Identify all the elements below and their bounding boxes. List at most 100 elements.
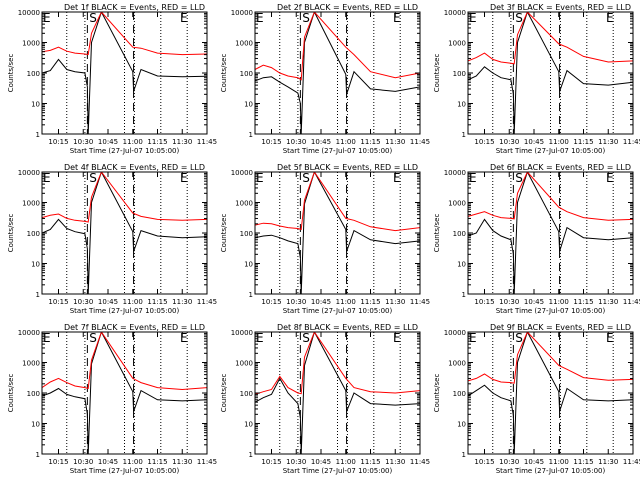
y-tick-label: 100 — [27, 230, 40, 238]
x-tick-label: 10:45 — [98, 458, 118, 466]
segment-marker-letter: E — [606, 331, 614, 345]
x-tick-label: 11:15 — [360, 458, 380, 466]
series-line-lld — [255, 332, 420, 395]
x-tick-label: 10:15 — [48, 458, 68, 466]
series-line-events — [255, 172, 420, 294]
x-tick-label: 11:45 — [410, 138, 430, 146]
segment-marker-letter: E — [256, 331, 264, 345]
series-line-lld — [468, 12, 633, 65]
series-line-events — [255, 332, 420, 454]
x-tick-label: 10:45 — [98, 298, 118, 306]
x-axis-label: Start Time (27-Jul-07 10:05:00) — [283, 467, 393, 475]
x-tick-label: 11:45 — [623, 298, 640, 306]
segment-marker-letter: S — [89, 171, 97, 185]
y-tick-label: 10 — [31, 101, 40, 109]
x-tick-label: 11:15 — [147, 138, 167, 146]
chart-title: Det 3f BLACK = Events, RED = LLD — [490, 3, 631, 12]
y-tick-label: 1000 — [22, 40, 40, 48]
segment-marker-letter: E — [393, 11, 401, 25]
segment-marker-letter: E — [393, 331, 401, 345]
chart-title: Det 6f BLACK = Events, RED = LLD — [490, 163, 631, 172]
y-tick-label: 100 — [453, 390, 466, 398]
x-axis-label: Start Time (27-Jul-07 10:05:00) — [496, 147, 606, 155]
x-tick-label: 10:15 — [261, 458, 281, 466]
y-axis-label: Counts/sec — [433, 374, 441, 413]
x-tick-label: 11:30 — [172, 138, 192, 146]
x-tick-label: 10:30 — [499, 458, 519, 466]
segment-marker-letter: E — [469, 11, 477, 25]
segment-marker-letter: E — [606, 11, 614, 25]
x-axis-label: Start Time (27-Jul-07 10:05:00) — [283, 307, 393, 315]
y-tick-label: 100 — [453, 70, 466, 78]
x-tick-label: 11:00 — [549, 298, 569, 306]
x-tick-label: 11:00 — [549, 458, 569, 466]
y-tick-label: 1000 — [22, 200, 40, 208]
x-tick-label: 10:15 — [261, 298, 281, 306]
y-axis-label: Counts/sec — [220, 214, 228, 253]
x-tick-label: 10:30 — [73, 458, 93, 466]
series-line-events — [468, 172, 633, 294]
chart-title: Det 4f BLACK = Events, RED = LLD — [64, 163, 205, 172]
y-tick-label: 1 — [462, 451, 466, 459]
x-tick-label: 11:00 — [123, 298, 143, 306]
segment-marker-letter: E — [43, 171, 51, 185]
y-axis-label: Counts/sec — [433, 54, 441, 93]
y-tick-label: 1000 — [235, 360, 253, 368]
segment-marker-letter: E — [256, 11, 264, 25]
x-tick-label: 11:00 — [123, 458, 143, 466]
y-tick-label: 10 — [31, 261, 40, 269]
x-tick-label: 10:15 — [48, 298, 68, 306]
series-line-events — [255, 12, 420, 134]
x-tick-label: 11:45 — [623, 458, 640, 466]
y-tick-label: 10000 — [231, 329, 253, 337]
x-tick-label: 10:45 — [311, 458, 331, 466]
segment-marker-letter: S — [89, 331, 97, 345]
y-tick-label: 1 — [249, 291, 253, 299]
x-tick-label: 10:15 — [474, 138, 494, 146]
series-line-lld — [468, 332, 633, 384]
x-tick-label: 11:00 — [336, 298, 356, 306]
y-tick-label: 10 — [31, 421, 40, 429]
y-tick-label: 10000 — [18, 329, 40, 337]
y-tick-label: 10000 — [444, 9, 466, 17]
y-tick-label: 1000 — [22, 360, 40, 368]
x-tick-label: 11:30 — [598, 458, 618, 466]
x-tick-label: 10:30 — [73, 298, 93, 306]
series-line-lld — [255, 12, 420, 81]
y-axis-label: Counts/sec — [7, 214, 15, 253]
series-line-lld — [42, 12, 207, 56]
y-tick-label: 1000 — [448, 40, 466, 48]
x-tick-label: 10:30 — [286, 138, 306, 146]
segment-marker-letter: E — [393, 171, 401, 185]
y-axis-label: Counts/sec — [7, 374, 15, 413]
segment-marker-letter: S — [89, 11, 97, 25]
segment-marker-letter: E — [606, 171, 614, 185]
x-tick-label: 10:15 — [261, 138, 281, 146]
series-line-events — [468, 12, 633, 134]
x-tick-label: 11:45 — [410, 298, 430, 306]
chart-title: Det 2f BLACK = Events, RED = LLD — [277, 3, 418, 12]
x-tick-label: 10:45 — [311, 298, 331, 306]
y-tick-label: 100 — [240, 390, 253, 398]
chart-title: Det 7f BLACK = Events, RED = LLD — [64, 323, 205, 332]
x-tick-label: 10:45 — [524, 138, 544, 146]
y-axis-label: Counts/sec — [220, 54, 228, 93]
series-line-events — [42, 172, 207, 294]
x-tick-label: 11:15 — [573, 458, 593, 466]
x-axis-label: Start Time (27-Jul-07 10:05:00) — [70, 307, 180, 315]
x-tick-label: 11:15 — [360, 138, 380, 146]
y-axis-label: Counts/sec — [7, 54, 15, 93]
series-line-lld — [255, 172, 420, 232]
x-axis-label: Start Time (27-Jul-07 10:05:00) — [496, 467, 606, 475]
y-tick-label: 10 — [244, 261, 253, 269]
y-tick-label: 100 — [27, 70, 40, 78]
y-tick-label: 10000 — [231, 169, 253, 177]
segment-marker-letter: E — [43, 331, 51, 345]
segment-marker-letter: S — [515, 331, 523, 345]
